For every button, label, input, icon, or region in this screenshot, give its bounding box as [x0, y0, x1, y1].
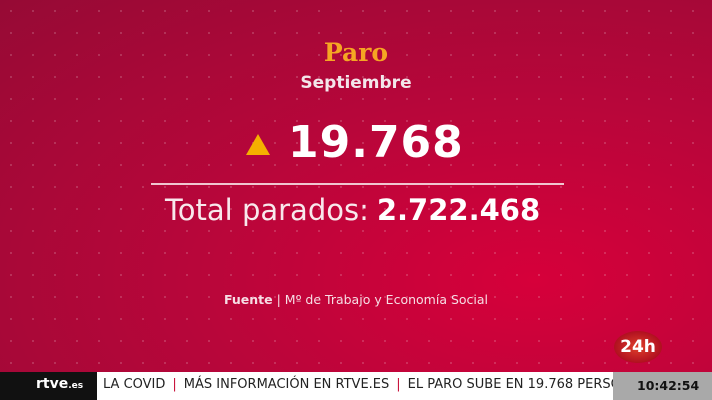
rtve-logo: rtve.es — [0, 372, 97, 400]
total-row: Total parados: 2.722.468 — [165, 193, 540, 227]
ticker-item: LA COVID — [103, 377, 166, 392]
total-label: Total parados: — [165, 193, 369, 227]
divider — [151, 183, 564, 185]
total-value: 2.722.468 — [376, 193, 541, 227]
graphic-subtitle: Septiembre — [300, 73, 412, 93]
triangle-up-icon — [246, 134, 270, 155]
source-text: Mº de Trabajo y Economía Social — [284, 292, 489, 307]
channel-logo: 24h — [614, 331, 662, 363]
source-label: Fuente — [223, 292, 273, 307]
change-value: 19.768 — [288, 117, 464, 168]
news-ticker: LA COVID | MÁS INFORMACIÓN EN RTVE.ES | EL P… — [97, 372, 613, 400]
graphic-title: Paro — [323, 38, 389, 67]
ticker-item: MÁS INFORMACIÓN EN RTVE.ES — [183, 377, 390, 392]
source: Fuente | Mº de Trabajo y Economía Social — [223, 292, 489, 307]
clock: 10:42:54 — [613, 372, 712, 400]
ticker-item: EL PARO SUBE EN 19.768 PERSONAS — [407, 377, 613, 392]
ticker-bar: rtve.es LA COVID | MÁS INFORMACIÓN EN RTVE… — [0, 372, 712, 400]
